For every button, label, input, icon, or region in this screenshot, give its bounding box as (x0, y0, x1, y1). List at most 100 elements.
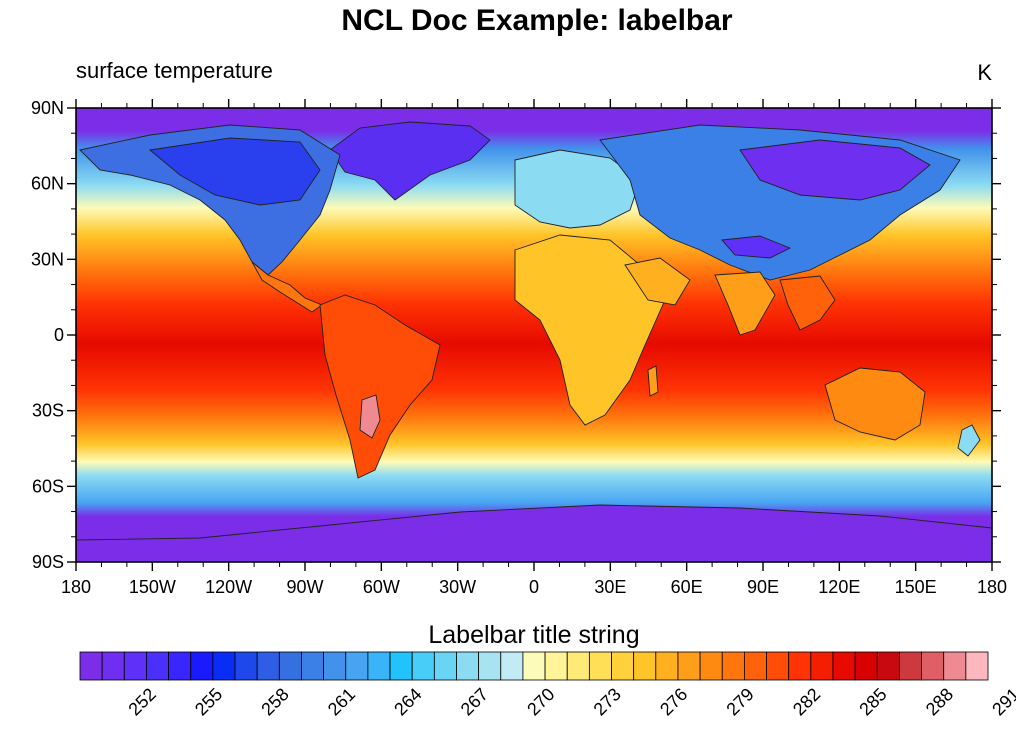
labelbar-box (456, 651, 480, 681)
australia-land (824, 367, 926, 441)
south-america-land (319, 294, 441, 479)
africa-land (514, 234, 666, 426)
new-zealand-land (957, 424, 981, 457)
southeast-asia-land (779, 275, 836, 331)
labelbar-box (522, 651, 546, 681)
labelbar-tick-label: 261 (324, 684, 359, 719)
andes-cold-spot (359, 394, 381, 439)
y-tick-label: 30N (31, 249, 64, 269)
labelbar: 252 255 258 261 264 267 270 273 276 279 282 285 288 2… (79, 651, 1016, 719)
labelbar-box (943, 651, 967, 681)
arabia-land (624, 257, 691, 306)
tibet-plateau-land (721, 235, 792, 259)
labelbar-box (168, 651, 192, 681)
x-tick-label: 150W (129, 577, 176, 597)
axes: 180 150W 120W 90W 60W 30W 0 30E 60E 90E 120E 150E 18… (31, 98, 1007, 597)
europe-land (514, 149, 641, 229)
labelbar-box (699, 651, 723, 681)
x-tick-label: 60W (363, 577, 400, 597)
labelbar-box (611, 651, 635, 681)
labelbar-title: Labelbar title string (428, 621, 639, 649)
labelbar-tick-label: 264 (390, 684, 425, 719)
left-subtitle: surface temperature (76, 58, 273, 83)
labelbar-box (323, 651, 347, 681)
labelbar-box (146, 651, 169, 681)
y-tick-label: 60S (32, 476, 64, 496)
land-masses (76, 121, 992, 562)
madagascar-land (647, 365, 659, 397)
x-tick-label: 30E (594, 577, 626, 597)
labelbar-box (433, 651, 457, 681)
x-tick-label: 180 (977, 577, 1007, 597)
chart-title: NCL Doc Example: labelbar (341, 4, 733, 37)
labelbar-box (921, 651, 945, 681)
labelbar-box (965, 651, 989, 681)
labelbar-box (256, 651, 280, 681)
labelbar-box (278, 651, 302, 681)
y-tick-label: 60N (31, 174, 64, 194)
labelbar-box (411, 651, 435, 681)
greenland-land (329, 121, 491, 201)
y-tick-label: 30S (32, 401, 64, 421)
labelbar-tick-label: 258 (257, 684, 292, 719)
labelbar-box (123, 651, 147, 681)
labelbar-tick-label: 270 (523, 684, 558, 719)
siberia-cold-land (739, 139, 931, 201)
x-tick-label: 180 (61, 577, 91, 597)
x-tick-label: 90E (747, 577, 779, 597)
x-tick-label: 0 (529, 577, 539, 597)
labelbar-tick-label: 267 (457, 684, 492, 719)
labelbar-tick-label: 282 (789, 684, 824, 719)
labelbar-box (832, 651, 856, 681)
x-tick-label: 120E (818, 577, 860, 597)
canada-cold-land (148, 137, 321, 206)
labelbar-box (478, 651, 502, 681)
labelbar-box (389, 651, 413, 681)
y-tick-label: 0 (54, 325, 64, 345)
units-label: K (977, 60, 992, 85)
labelbar-tick-label: 252 (125, 684, 160, 719)
central-america-land (251, 261, 323, 313)
x-tick-label: 90W (286, 577, 323, 597)
labelbar-box (190, 651, 214, 681)
x-tick-label: 60E (671, 577, 703, 597)
labelbar-tick-label: 255 (191, 684, 226, 719)
labelbar-tick-label: 288 (922, 684, 957, 719)
labelbar-box (588, 651, 612, 681)
y-tick-label: 90S (32, 552, 64, 572)
labelbar-box (301, 651, 325, 681)
labelbar-box (633, 651, 657, 681)
labelbar-box (788, 651, 812, 681)
labelbar-tick-label: 285 (855, 684, 890, 719)
x-tick-label: 120W (205, 577, 252, 597)
labelbar-box (367, 651, 391, 681)
labelbar-box (766, 651, 790, 681)
x-tick-label: 150E (895, 577, 937, 597)
labelbar-box (677, 651, 701, 681)
labelbar-box (212, 651, 236, 681)
labelbar-tick-label: 279 (722, 684, 757, 719)
labelbar-box (810, 651, 834, 681)
labelbar-box (79, 651, 103, 681)
y-tick-label: 90N (31, 98, 64, 118)
labelbar-box (500, 651, 524, 681)
labelbar-box (854, 651, 878, 681)
labelbar-box (234, 651, 258, 681)
labelbar-box (345, 651, 369, 681)
labelbar-box (876, 651, 900, 681)
x-tick-label: 30W (439, 577, 476, 597)
labelbar-tick-label: 291 (988, 684, 1016, 719)
labelbar-box (566, 651, 590, 681)
labelbar-box (544, 651, 568, 681)
labelbar-box (743, 651, 767, 681)
labelbar-box (655, 651, 679, 681)
labelbar-tick-label: 273 (590, 684, 625, 719)
temperature-field (76, 108, 992, 562)
antarctica-land (76, 504, 992, 562)
labelbar-box (899, 651, 922, 681)
labelbar-box (721, 651, 745, 681)
labelbar-box (101, 651, 125, 681)
labelbar-tick-label: 276 (656, 684, 691, 719)
india-land (714, 271, 776, 336)
